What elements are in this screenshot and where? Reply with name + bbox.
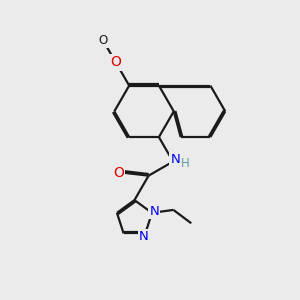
Text: O: O [113, 166, 124, 180]
Text: N: N [170, 153, 180, 166]
Text: O: O [110, 56, 121, 70]
Text: H: H [181, 157, 190, 169]
Text: N: N [139, 230, 149, 243]
Text: N: N [149, 205, 159, 218]
Text: O: O [110, 56, 121, 70]
Text: O: O [99, 34, 108, 47]
